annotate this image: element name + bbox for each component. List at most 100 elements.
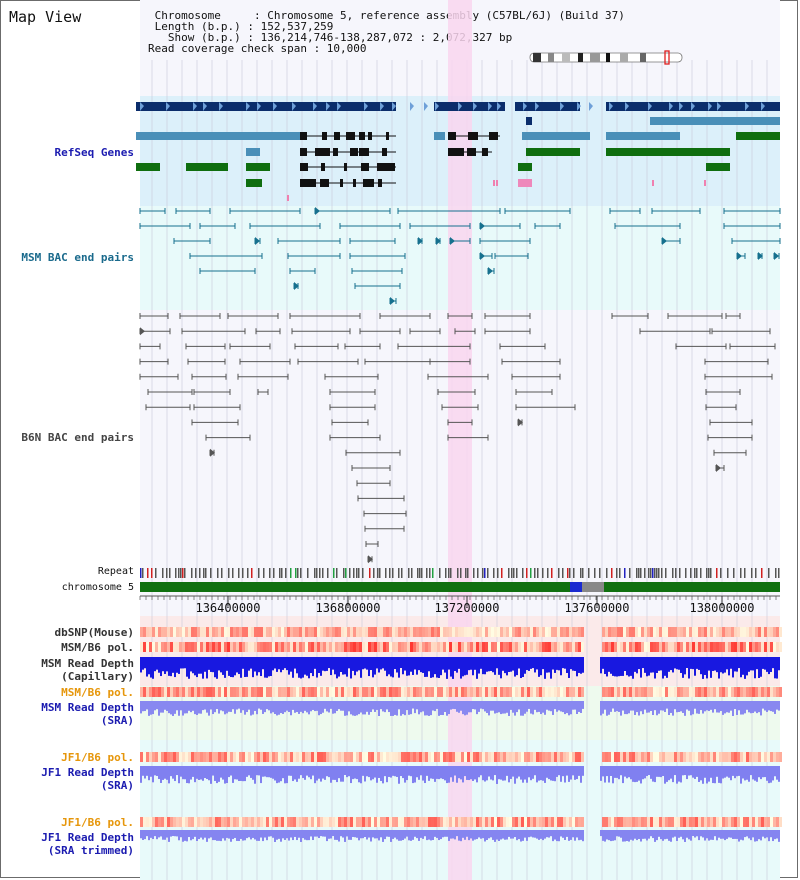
polymorphism-cell (524, 642, 527, 652)
polymorphism-cell (218, 687, 221, 697)
read-depth-bar (528, 766, 530, 778)
repeat-mark (155, 568, 157, 578)
polymorphism-cell (734, 642, 737, 652)
read-depth-bar (432, 766, 434, 779)
read-depth-bar (218, 766, 220, 782)
gene-block (246, 179, 262, 187)
polymorphism-cell (299, 642, 302, 652)
strand-arrow (523, 102, 527, 111)
polymorphism-cell (554, 817, 557, 827)
read-depth-bar (764, 766, 766, 778)
read-depth-bar (378, 766, 380, 778)
ideogram-position-marker (664, 50, 670, 65)
track-label-refseq-genes[interactable]: RefSeq Genes (54, 146, 134, 159)
track-label-msm-read-depth-capillary[interactable]: MSM Read Depth (41, 657, 134, 670)
read-depth-bar (310, 766, 312, 780)
read-depth-bar (724, 830, 726, 841)
read-depth-bar (268, 766, 270, 778)
read-depth-bar (376, 766, 378, 783)
track-label-repeat[interactable]: Repeat (97, 566, 134, 577)
polymorphism-cell (413, 627, 416, 637)
polymorphism-cell (698, 687, 701, 697)
polymorphism-cell (281, 752, 284, 762)
gene-block (434, 102, 505, 111)
read-depth-bar (398, 657, 400, 678)
polymorphism-cell (323, 817, 326, 827)
read-depth-bar (414, 657, 416, 670)
track-label-msm-b6-pol-2[interactable]: MSM/B6 pol. (61, 686, 134, 699)
read-depth-bar (208, 830, 210, 839)
track-label-dbsnp[interactable]: dbSNP(Mouse) (54, 626, 134, 639)
read-depth-bar (152, 830, 154, 840)
read-depth-bar (394, 830, 396, 838)
read-depth-bar (418, 830, 420, 841)
polymorphism-cell (503, 627, 506, 637)
read-depth-bar (532, 830, 534, 838)
read-depth-bar (384, 766, 386, 777)
polymorphism-cell (479, 752, 482, 762)
read-depth-bar (480, 701, 482, 709)
read-depth-bar (462, 657, 464, 677)
read-depth-bar (572, 830, 574, 838)
polymorphism-cell (173, 642, 176, 652)
read-depth-bar (568, 701, 570, 716)
track-label-b6n-bac-end-pairs[interactable]: B6N BAC end pairs (21, 431, 134, 444)
read-depth-bar (286, 830, 288, 839)
polymorphism-cell (170, 627, 173, 637)
read-depth-bar (616, 830, 618, 837)
polymorphism-cell (449, 752, 452, 762)
polymorphism-cell (539, 687, 542, 697)
read-depth-bar (480, 830, 482, 839)
polymorphism-cell (536, 817, 539, 827)
read-depth-bar (314, 830, 316, 837)
polymorphism-cell (704, 627, 707, 637)
read-depth-bar (376, 701, 378, 710)
polymorphism-cell (536, 627, 539, 637)
read-depth-bar (600, 830, 602, 837)
read-depth-bar (160, 830, 162, 837)
polymorphism-cell (467, 642, 470, 652)
read-depth-bar (228, 701, 230, 712)
track-label-jf1-read-depth-trimmed[interactable]: JF1 Read Depth (41, 831, 134, 844)
read-depth-bar (488, 830, 490, 839)
read-depth-bar (376, 830, 378, 839)
polymorphism-cell (608, 817, 611, 827)
polymorphism-cell (371, 627, 374, 637)
read-depth-bar (344, 830, 346, 842)
read-depth-bar (558, 701, 560, 711)
polymorphism-cell (320, 627, 323, 637)
read-depth-bar (576, 657, 578, 677)
polymorphism-cell (236, 627, 239, 637)
read-depth-bar (486, 830, 488, 840)
track-label-jf1-read-depth-sra[interactable]: JF1 Read Depth (41, 766, 134, 779)
track-label-msm-bac-end-pairs[interactable]: MSM BAC end pairs (21, 251, 134, 264)
repeat-mark (562, 568, 564, 578)
track-label-jf1-b6-pol-2[interactable]: JF1/B6 pol. (61, 816, 134, 829)
track-label-chromosome[interactable]: chromosome 5 (61, 582, 134, 593)
track-label-msm-read-depth-sra[interactable]: MSM Read Depth (41, 701, 134, 714)
read-depth-bar (286, 657, 288, 671)
polymorphism-cell (686, 642, 689, 652)
polymorphism-cell (656, 642, 659, 652)
polymorphism-cell (518, 627, 521, 637)
polymorphism-cell (446, 817, 449, 827)
read-depth-bar (298, 830, 300, 838)
read-depth-bar (560, 830, 562, 837)
read-depth-bar (456, 830, 458, 837)
repeat-mark (221, 568, 223, 578)
polymorphism-cell (761, 687, 764, 697)
read-depth-bar (484, 830, 486, 842)
read-depth-bar (484, 701, 486, 712)
read-depth-bar (506, 766, 508, 776)
read-depth-bar (456, 766, 458, 783)
read-depth-bar (734, 830, 736, 839)
read-depth-bar (764, 701, 766, 711)
read-depth-bar (364, 657, 366, 669)
track-label-jf1-b6-pol-1[interactable]: JF1/B6 pol. (61, 751, 134, 764)
track-label-msm-b6-pol-1[interactable]: MSM/B6 pol. (61, 641, 134, 654)
repeat-mark (558, 568, 560, 578)
read-depth-bar (536, 657, 538, 670)
polymorphism-cell (452, 627, 455, 637)
read-depth-bar (214, 657, 216, 678)
